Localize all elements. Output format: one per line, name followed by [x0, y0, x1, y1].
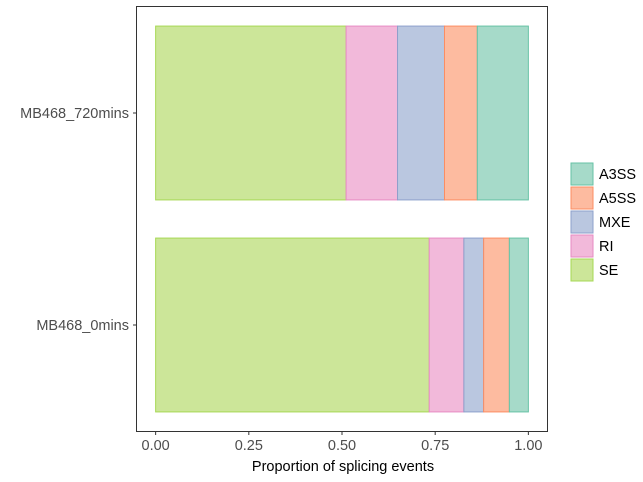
legend-label: A3SS — [599, 167, 636, 183]
legend: A3SS A5SS MXE RI SE — [570, 162, 636, 282]
y-tick-label: MB468_720mins — [20, 106, 129, 122]
x-axis: 0.00 0.25 0.50 0.75 1.00 — [142, 431, 542, 454]
x-tick-label: 0.00 — [142, 438, 170, 454]
bar-segment-ri-1 — [428, 237, 465, 413]
bar-segment-se-0 — [155, 25, 347, 201]
x-tick-label: 0.25 — [235, 438, 263, 454]
bar-segment-mxe-1 — [463, 237, 485, 413]
bar-segment-ri-0 — [345, 25, 399, 201]
legend-key-a5ss — [570, 186, 594, 210]
x-tick-label: 0.75 — [421, 438, 449, 454]
legend-key-mxe — [570, 210, 594, 234]
legend-key-a3ss — [570, 162, 594, 186]
bar-segment-a3ss-0 — [476, 25, 529, 201]
x-axis-title: Proportion of splicing events — [252, 459, 434, 475]
y-tick-label: MB468_0mins — [36, 318, 129, 334]
bar-segment-mxe-0 — [397, 25, 446, 201]
y-axis: MB468_720mins MB468_0mins — [20, 106, 137, 334]
legend-label: MXE — [599, 215, 631, 231]
legend-label: RI — [599, 239, 614, 255]
bar-segment-a3ss-1 — [508, 237, 529, 413]
bars-layer — [155, 25, 529, 413]
bar-segment-a5ss-0 — [444, 25, 478, 201]
bar-segment-a5ss-1 — [483, 237, 510, 413]
x-tick-label: 0.50 — [328, 438, 356, 454]
legend-label: A5SS — [599, 191, 636, 207]
legend-key-ri — [570, 234, 594, 258]
legend-key-se — [570, 258, 594, 282]
bar-segment-se-1 — [155, 237, 430, 413]
legend-label: SE — [599, 263, 619, 279]
x-tick-label: 1.00 — [514, 438, 542, 454]
